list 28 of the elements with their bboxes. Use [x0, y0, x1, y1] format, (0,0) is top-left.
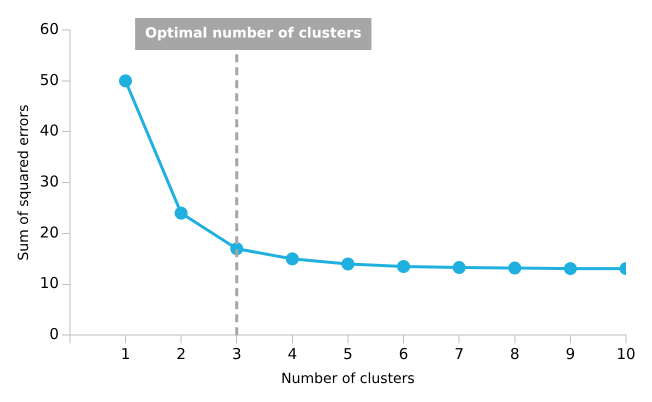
- point: [452, 261, 466, 274]
- x-tick-label: 10: [616, 345, 636, 364]
- point: [564, 262, 577, 276]
- x-axis-title: Number of clusters: [281, 371, 415, 388]
- y-tick-label: 0: [49, 325, 59, 344]
- y-axis-title: Sum of squared errors: [16, 104, 32, 261]
- point: [286, 252, 299, 266]
- x-tick-label: 2: [176, 345, 186, 364]
- x-tick-label: 6: [398, 345, 408, 364]
- point: [119, 74, 132, 88]
- x-tick-label: 4: [288, 345, 298, 364]
- y-tick-label: 10: [40, 274, 59, 292]
- x-tick-label: 8: [510, 345, 520, 364]
- x-tick-label: 3: [232, 345, 242, 364]
- x-tick-label: 9: [566, 345, 576, 364]
- y-tick-label: 40: [40, 122, 59, 140]
- x-tick-label: 7: [454, 345, 464, 364]
- y-tick-label: 50: [40, 70, 59, 89]
- x-tick-label: 1: [120, 345, 130, 364]
- y-tick-label: 20: [40, 223, 59, 242]
- y-tick-label: 30: [40, 172, 59, 190]
- y-tick-label: 60: [40, 20, 59, 38]
- point: [174, 206, 188, 220]
- ref-line-label: Optimal number of clusters: [145, 26, 362, 42]
- point: [397, 260, 410, 274]
- x-tick-label: 5: [343, 345, 353, 364]
- point: [508, 262, 522, 275]
- point: [341, 257, 354, 270]
